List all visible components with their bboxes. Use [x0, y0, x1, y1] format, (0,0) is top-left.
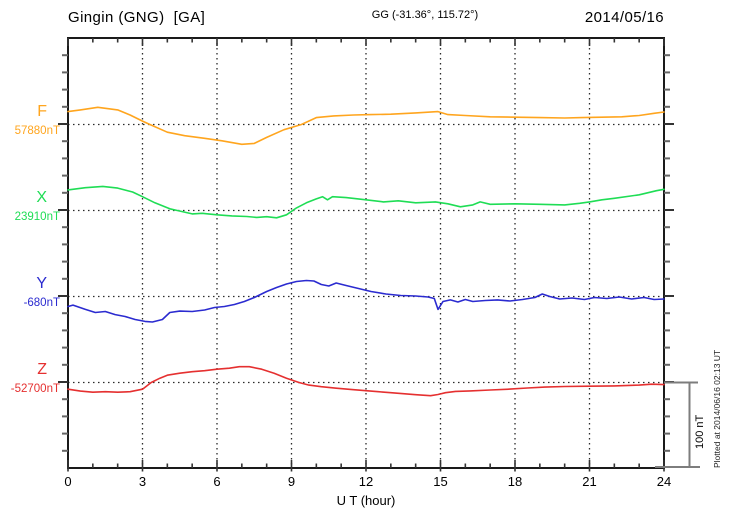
channel-baseline-Y: -680nT [23, 297, 60, 309]
station-title: Gingin (GNG) [GA] [68, 9, 206, 26]
x-tick-label-24: 24 [656, 474, 672, 489]
channel-label-Y: Y -680nT [0, 276, 60, 310]
channel-letter-X: X [36, 189, 47, 206]
x-tick-label-12: 12 [358, 474, 374, 489]
x-tick-label-18: 18 [507, 474, 523, 489]
channel-letter-Z: Z [37, 361, 47, 378]
trace-X [67, 185, 665, 219]
plotted-at-note: Plotted at 2014/06/16 02:13 UT [712, 349, 722, 468]
channel-letter-F: F [37, 103, 47, 120]
x-tick-label-21: 21 [582, 474, 597, 489]
geographic-coordinates: GG (-31.36°, 115.72°) [371, 9, 479, 21]
trace-F [67, 106, 665, 146]
plot-date: 2014/05/16 [584, 9, 664, 26]
x-tick-label-6: 6 [213, 474, 221, 489]
channel-letter-Y: Y [36, 275, 47, 292]
trace-Y [67, 279, 665, 323]
x-tick-label-0: 0 [64, 474, 72, 489]
channel-label-X: X 23910nT [0, 190, 60, 224]
channel-baseline-X: 23910nT [14, 211, 60, 223]
channel-label-Z: Z -52700nT [0, 362, 60, 396]
trace-Z [67, 365, 665, 397]
channel-baseline-F: 57880nT [14, 125, 60, 137]
channel-label-F: F 57880nT [0, 104, 60, 138]
scale-bar-label: 100 nT [694, 414, 706, 449]
x-axis-title: U T (hour) [336, 493, 396, 508]
x-tick-label-9: 9 [287, 474, 296, 489]
channel-baseline-Z: -52700nT [10, 383, 60, 395]
x-tick-label-15: 15 [433, 474, 448, 489]
x-tick-label-3: 3 [138, 474, 147, 489]
